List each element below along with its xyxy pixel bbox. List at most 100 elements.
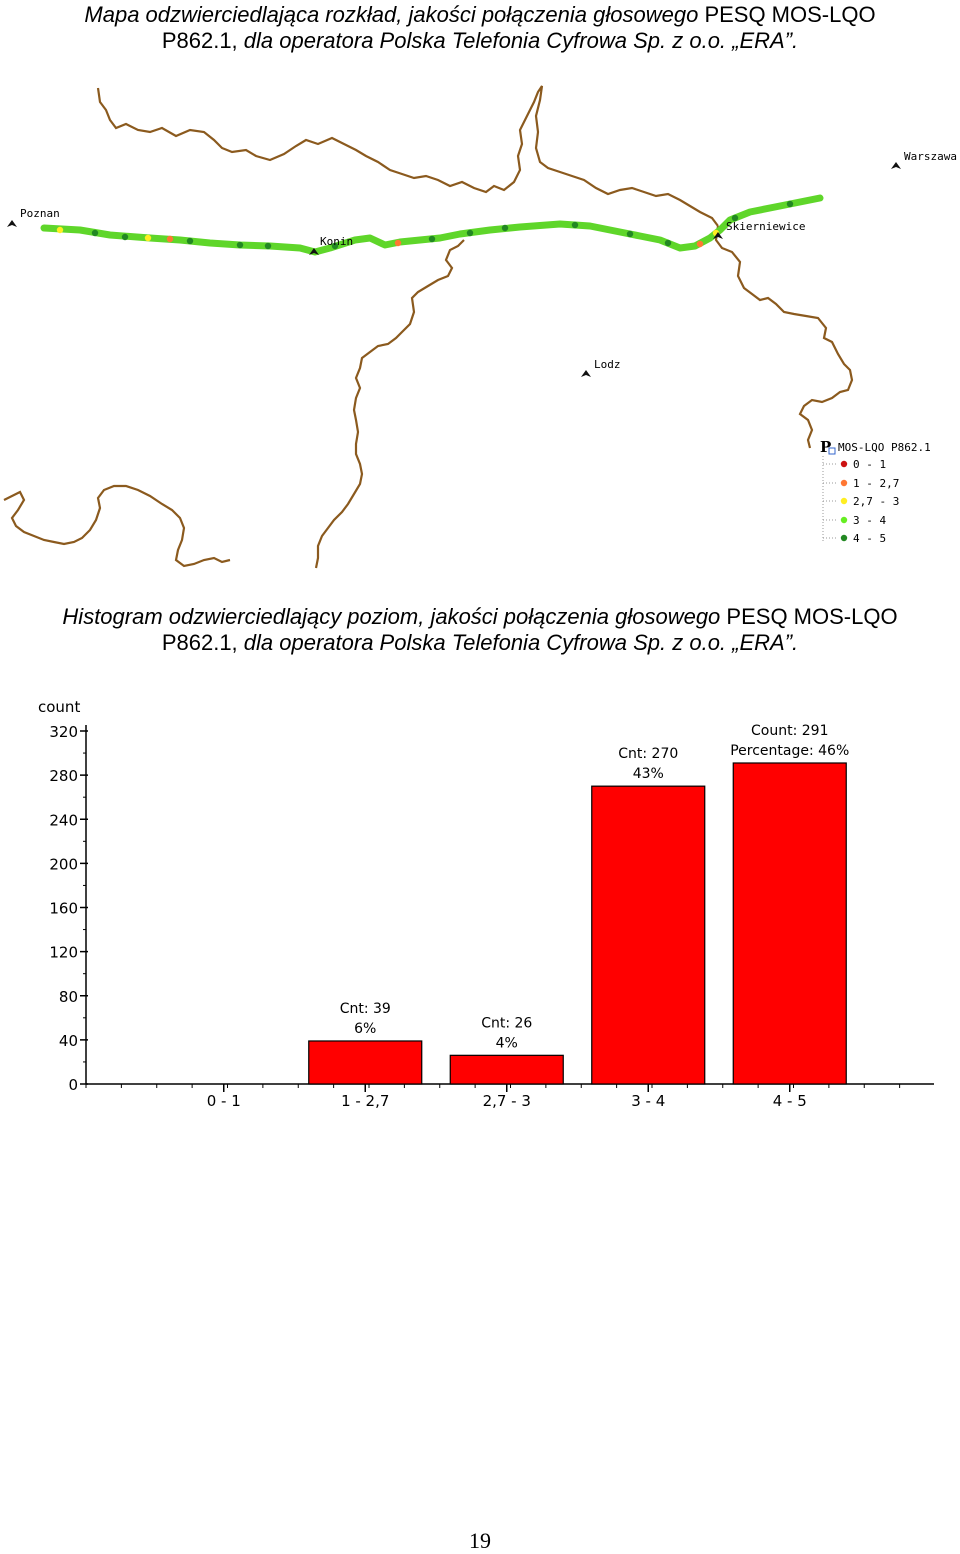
route-mark [394, 239, 402, 247]
measurement-route [40, 194, 824, 256]
legend-swatch [840, 460, 848, 468]
city-marker-icon [581, 370, 591, 377]
map-caption-italic-2: dla operatora Polska Telefonia Cyfrowa S… [243, 28, 799, 53]
border-east-skierniewice [714, 225, 854, 449]
y-tick-label: 240 [49, 811, 78, 829]
route-mark [56, 226, 64, 234]
route-mark [696, 240, 704, 248]
city-skierniewice: Skierniewice [713, 220, 805, 239]
route-mark [731, 214, 739, 222]
region-borders [3, 85, 854, 569]
legend-p-icon: P [820, 438, 831, 456]
bar-data-label: 6% [354, 1021, 376, 1037]
map-caption-plain-1: PESQ MOS-LQO [704, 2, 876, 27]
route-mark [626, 230, 634, 238]
route-mark [571, 221, 579, 229]
y-tick-label: 40 [59, 1032, 78, 1050]
bar-data-label: 4% [496, 1035, 518, 1051]
route-mark [186, 237, 194, 245]
city-marker-icon [309, 248, 319, 255]
border-southwest [3, 484, 231, 568]
city-marker-icon [891, 162, 901, 169]
legend-label: 1 - 2,7 [853, 477, 899, 490]
legend-swatch [840, 534, 848, 542]
route-mark [786, 200, 794, 208]
city-poznan: Poznan [7, 207, 60, 227]
city-label-konin: Konin [320, 235, 353, 248]
route-mark [144, 234, 152, 242]
histogram-bar [591, 785, 706, 1085]
border-north [96, 85, 719, 227]
legend-item: 0 - 1 [823, 458, 886, 471]
legend-title: MOS-LQO P862.1 [838, 441, 931, 454]
histogram-bar [308, 1040, 423, 1085]
histogram-chart: count 0 40 80 120 160 200 240 280 320 0 - 1 1 - 2,… [38, 698, 934, 1110]
y-tick-label: 200 [49, 855, 78, 873]
histogram-bar [449, 1054, 564, 1085]
city-markers: Poznan Konin Skierniewice Warszawa Lodz [7, 150, 957, 377]
route-mark [428, 235, 436, 243]
x-tick-label: 4 - 5 [773, 1092, 807, 1110]
legend-item: 4 - 5 [823, 532, 886, 545]
city-label-lodz: Lodz [594, 358, 621, 371]
city-lodz: Lodz [581, 358, 621, 377]
y-tick-label: 160 [49, 900, 78, 918]
x-tick-label: 1 - 2,7 [341, 1092, 389, 1110]
map-caption: Mapa odzwierciedlająca rozkład, jakości … [0, 2, 960, 54]
legend-item: 2,7 - 3 [823, 495, 899, 508]
route-mark [264, 242, 272, 250]
route-quality-marks [56, 200, 794, 250]
legend-label: 3 - 4 [853, 514, 886, 527]
route-mark [501, 224, 509, 232]
bar-data-label: Count: 291 [751, 723, 828, 739]
city-konin: Konin [309, 235, 353, 255]
legend-swatch [840, 497, 848, 505]
route-mark [236, 241, 244, 249]
route-mark [166, 235, 174, 243]
route-mark [91, 229, 99, 237]
x-tick-label: 3 - 4 [631, 1092, 665, 1110]
coverage-map: Poznan Konin Skierniewice Warszawa Lodz … [3, 85, 957, 569]
bar-data-label: 43% [633, 766, 664, 782]
legend-item: 3 - 4 [823, 514, 886, 527]
histogram-caption-plain-2: P862.1, [161, 630, 238, 655]
y-tick-label: 320 [49, 723, 78, 741]
legend-label: 4 - 5 [853, 532, 886, 545]
legend-swatch [840, 479, 848, 487]
y-tick-label: 80 [59, 988, 78, 1006]
legend-layer-icon [828, 447, 836, 455]
city-marker-icon [713, 232, 723, 239]
x-tick-label: 0 - 1 [207, 1092, 241, 1110]
legend-label: 0 - 1 [853, 458, 886, 471]
y-axis-label: count [38, 698, 80, 716]
city-label-poznan: Poznan [20, 207, 60, 220]
page-number: 19 [469, 1528, 491, 1553]
histogram-caption-plain-1: PESQ MOS-LQO [726, 604, 898, 629]
histogram-bar [732, 762, 847, 1085]
histogram-caption-italic-1: Histogram odzwierciedlający poziom, jako… [62, 604, 721, 629]
border-central [314, 239, 465, 569]
map-caption-plain-2: P862.1, [161, 28, 238, 53]
bar-data-label: Percentage: 46% [730, 743, 849, 759]
y-tick-label: 280 [49, 767, 78, 785]
map-legend: P MOS-LQO P862.1 0 - 1 1 - 2,7 2,7 - 3 3… [820, 438, 931, 545]
histogram-caption: Histogram odzwierciedlający poziom, jako… [0, 604, 960, 656]
city-label-warszawa: Warszawa [904, 150, 957, 163]
city-marker-icon [7, 220, 17, 227]
route-mark [121, 233, 129, 241]
city-label-skierniewice: Skierniewice [726, 220, 805, 233]
y-tick-label: 120 [49, 944, 78, 962]
y-tick-label: 0 [68, 1076, 78, 1094]
legend-swatch [840, 516, 848, 524]
x-tick-label: 2,7 - 3 [483, 1092, 531, 1110]
route-mark [331, 242, 339, 250]
bar-data-label: Cnt: 39 [340, 1001, 391, 1017]
map-caption-italic-1: Mapa odzwierciedlająca rozkład, jakości … [84, 2, 699, 27]
legend-item: 1 - 2,7 [823, 477, 899, 490]
route-mark [664, 239, 672, 247]
legend-label: 2,7 - 3 [853, 495, 899, 508]
bar-data-label: Cnt: 26 [481, 1015, 532, 1031]
city-warszawa: Warszawa [891, 150, 957, 169]
bar-data-label: Cnt: 270 [618, 746, 678, 762]
route-mark [466, 229, 474, 237]
